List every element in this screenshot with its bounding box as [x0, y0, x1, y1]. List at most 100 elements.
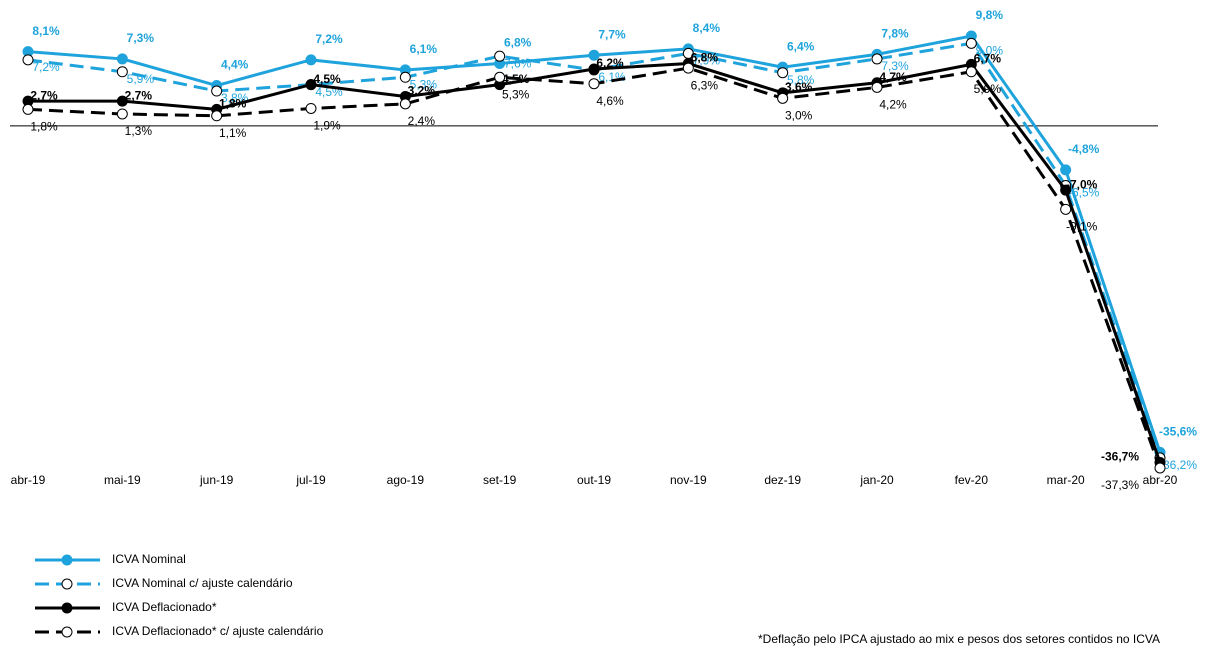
data-label: 1,3% [125, 124, 153, 138]
data-label: -9,1% [1066, 220, 1098, 234]
data-label: 6,3% [691, 78, 719, 92]
legend-label: ICVA Nominal [112, 552, 186, 566]
data-label: 3,6% [785, 80, 813, 94]
x-tick-label: jul-19 [295, 473, 326, 487]
data-label: 6,1% [410, 42, 438, 56]
data-label: 6,7% [974, 52, 1002, 66]
data-label: -37,3% [1101, 478, 1139, 492]
point [777, 67, 789, 79]
point [588, 78, 600, 90]
point [494, 50, 506, 62]
x-tick-label: mar-20 [1047, 473, 1085, 487]
x-tick-label: set-19 [483, 473, 517, 487]
legend-marker [61, 602, 73, 614]
point [682, 62, 694, 74]
data-label: 1,1% [219, 126, 247, 140]
data-label: -36,7% [1101, 450, 1139, 464]
data-label: 7,6% [504, 56, 532, 70]
data-label: 4,7% [879, 70, 907, 84]
point [22, 54, 34, 66]
data-label: 6,4% [787, 39, 815, 53]
data-label: -7,0% [1066, 177, 1098, 191]
data-label: 5,9% [127, 72, 155, 86]
data-label: 5,3% [502, 87, 530, 101]
x-tick-label: nov-19 [670, 473, 707, 487]
data-label: 1,8% [30, 120, 58, 134]
x-tick-label: abr-19 [11, 473, 46, 487]
data-label: 1,9% [313, 119, 341, 133]
legend-label: ICVA Deflacionado* [112, 600, 217, 614]
legend-marker [61, 578, 73, 590]
series-line [27, 41, 1162, 459]
point [1154, 462, 1166, 474]
data-label: 7,2% [315, 32, 343, 46]
series-line [28, 62, 1162, 463]
data-label: 9,0% [976, 44, 1004, 58]
x-tick-label: jun-19 [199, 473, 234, 487]
x-tick-label: jan-20 [859, 473, 894, 487]
data-label: 7,3% [127, 31, 155, 45]
legend-marker [61, 554, 73, 566]
point [871, 53, 883, 65]
point [399, 98, 411, 110]
data-label: 7,3% [881, 59, 909, 73]
data-label: 2,7% [30, 88, 58, 102]
point [116, 53, 128, 65]
data-label: -36,2% [1159, 458, 1197, 472]
point [965, 37, 977, 49]
point [399, 71, 411, 83]
data-label: 4,6% [596, 94, 624, 108]
point [965, 66, 977, 78]
point [1060, 184, 1072, 196]
data-label: 8,4% [693, 21, 721, 35]
point [588, 63, 600, 75]
data-label: 5,3% [410, 77, 438, 91]
point [116, 66, 128, 78]
data-label: -4,8% [1068, 142, 1100, 156]
data-label: 1,8% [219, 97, 247, 111]
data-label: 7,2% [32, 60, 60, 74]
data-label: 5,8% [787, 73, 815, 87]
x-tick-label: dez-19 [764, 473, 801, 487]
data-label: -6,5% [1068, 186, 1100, 200]
data-label: 2,7% [125, 88, 153, 102]
point [305, 102, 317, 114]
point [777, 92, 789, 104]
point [494, 71, 506, 83]
point [116, 95, 128, 107]
x-tick-label: abr-20 [1143, 473, 1178, 487]
point [211, 110, 223, 122]
x-tick-label: out-19 [577, 473, 611, 487]
data-label: 3,2% [408, 84, 436, 98]
point [588, 49, 600, 61]
x-tick-label: fev-20 [955, 473, 989, 487]
data-label: 3,0% [785, 109, 813, 123]
point [305, 79, 317, 91]
point [871, 81, 883, 93]
legend-label: ICVA Nominal c/ ajuste calendário [112, 576, 293, 590]
point [116, 108, 128, 120]
data-label: 6,8% [691, 51, 719, 65]
legend-marker [61, 626, 73, 638]
data-label: 8,1% [32, 24, 60, 38]
data-label: 6,2% [596, 56, 624, 70]
point [1060, 203, 1072, 215]
legend-label: ICVA Deflacionado* c/ ajuste calendário [112, 624, 324, 638]
data-label: 5,9% [974, 82, 1002, 96]
data-label: 4,2% [879, 98, 907, 112]
data-label: 2,4% [408, 114, 436, 128]
series-line [27, 66, 1162, 469]
data-label: 6,8% [504, 36, 532, 50]
point [305, 54, 317, 66]
x-tick-label: mai-19 [104, 473, 141, 487]
data-label: 4,5% [313, 72, 341, 86]
data-label: 7,8% [881, 27, 909, 41]
data-label: 7,7% [598, 27, 626, 41]
footnote: *Deflação pelo IPCA ajustado ao mix e pe… [758, 632, 1160, 646]
data-label: 4,4% [221, 58, 249, 72]
point [211, 85, 223, 97]
data-label: 7,9% [693, 54, 721, 68]
x-tick-label: ago-19 [387, 473, 425, 487]
point [1060, 164, 1072, 176]
